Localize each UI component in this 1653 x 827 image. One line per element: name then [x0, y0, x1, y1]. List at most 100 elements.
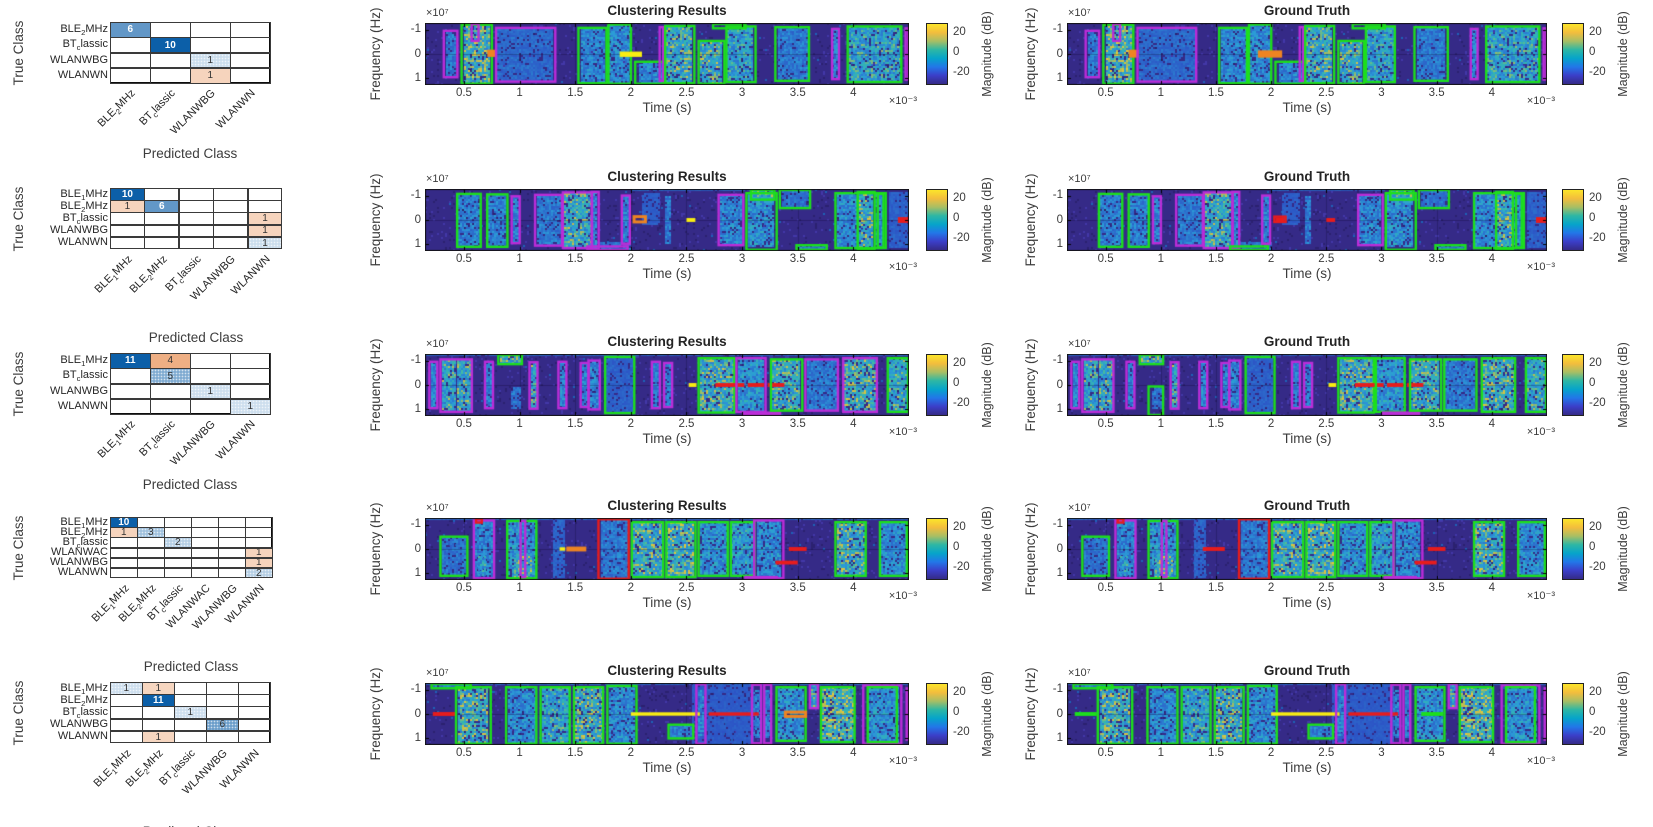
confusion-cell: 1	[230, 398, 271, 415]
confusion-cell: 1	[247, 236, 283, 250]
colorbar-tick-label: 20	[953, 357, 966, 369]
y-tick-label: 1	[414, 237, 421, 250]
x-tick-label: 3.5	[789, 418, 806, 430]
x-tick-label: 2.5	[678, 582, 695, 594]
colorbar-label: Magnitude (dB)	[980, 671, 994, 757]
confusion-cell	[230, 52, 271, 69]
class-row-label: BLE2MHz	[60, 199, 108, 214]
y-axis-exponent: ×10⁷	[1068, 7, 1091, 19]
colorbar-tick-label: 20	[953, 192, 966, 204]
class-row-label: WLANWAC	[50, 546, 108, 559]
x-tick-label: 2.5	[678, 747, 695, 759]
confusion-cell: 6	[144, 200, 180, 213]
x-axis-exponent: ×10⁻³	[1526, 261, 1555, 273]
y-tick-label: 0	[414, 378, 421, 391]
x-tick-label: 2	[1267, 747, 1275, 759]
x-tick-label: 3.5	[789, 747, 806, 759]
x-tick-label: 1	[516, 253, 523, 265]
colorbar-tick-label: 0	[953, 212, 960, 224]
predicted-class-label: Predicted Class	[143, 659, 239, 674]
x-axis-exponent: ×10⁻³	[888, 261, 917, 273]
colorbar-tick-label: 20	[1589, 686, 1602, 698]
x-tick-label: 4	[1488, 582, 1496, 594]
colorbar-tick-label: 20	[1589, 521, 1602, 533]
colorbar-tick-label: 20	[1589, 26, 1602, 38]
confusion-cell	[150, 383, 191, 400]
clustering-title: Clustering Results	[607, 3, 727, 18]
x-axis-exponent: ×10⁻³	[1526, 590, 1555, 602]
ground_truth-title: Ground Truth	[1263, 169, 1351, 184]
time-axis-label: Time (s)	[642, 431, 692, 446]
confusion-cell	[190, 353, 231, 369]
x-axis-exponent: ×10⁻³	[888, 426, 917, 438]
confusion-cell	[164, 567, 192, 579]
x-tick-label: 2.5	[1318, 87, 1335, 99]
colorbar-tick-label: -20	[1589, 726, 1606, 738]
colorbar-tick-label: -20	[953, 232, 970, 244]
colorbar-tick-label: 0	[953, 706, 960, 718]
y-tick-label: 1	[414, 731, 421, 744]
confusion-cell	[137, 557, 165, 569]
x-tick-label: 1.5	[567, 582, 584, 594]
confusion-cell	[144, 212, 180, 226]
confusion-cell	[238, 706, 271, 720]
x-tick-label: 4	[1488, 418, 1496, 430]
x-tick-label: 1	[1157, 582, 1164, 594]
class-row-label: WLANWN	[57, 68, 108, 81]
x-tick-label: 2	[1267, 418, 1275, 430]
confusion-cell	[110, 706, 143, 720]
confusion-cell	[110, 730, 143, 744]
colorbar-label: Magnitude (dB)	[1616, 506, 1630, 592]
class-row-label: BLE2MHz	[60, 23, 108, 38]
y-tick-label: 1	[414, 402, 421, 415]
x-tick-label: 1.5	[567, 418, 584, 430]
y-tick-label: 1	[1056, 731, 1063, 744]
confusion-cell	[150, 22, 191, 38]
confusion-cell: 1	[110, 200, 145, 213]
confusion-cell	[230, 22, 271, 38]
confusion-cell	[110, 67, 151, 84]
x-tick-label: 0.5	[455, 582, 472, 594]
x-tick-label: 1	[1157, 253, 1164, 265]
confusion-cell	[230, 353, 271, 369]
y-axis-exponent: ×10⁷	[1068, 667, 1091, 679]
confusion-cell	[110, 383, 151, 400]
frequency-axis-label: Frequency (Hz)	[368, 502, 383, 596]
class-row-label: BLE1MHz	[60, 681, 108, 696]
x-tick-label: 1.5	[1207, 87, 1224, 99]
clustering-spectrogram	[425, 354, 909, 416]
frequency-axis-label: Frequency (Hz)	[368, 338, 383, 432]
x-axis-exponent: ×10⁻³	[888, 755, 917, 767]
x-tick-label: 1	[516, 418, 523, 430]
class-row-label: BTclassic	[62, 38, 108, 53]
confusion-cell	[110, 557, 138, 569]
confusion-cell	[110, 224, 145, 238]
class-row-label: BLE1MHz	[60, 187, 108, 202]
class-row-label: BLE2MHz	[60, 525, 108, 540]
class-row-label: WLANWBG	[49, 224, 108, 237]
y-axis-exponent: ×10⁷	[426, 502, 449, 514]
x-tick-label: 3	[738, 253, 746, 265]
y-tick-label: -1	[410, 354, 421, 367]
y-tick-label: 0	[1056, 213, 1063, 226]
confusion-cell: 11	[142, 694, 175, 707]
x-tick-label: 4	[1488, 253, 1496, 265]
confusion-cell	[191, 537, 219, 548]
class-row-label: WLANWBG	[49, 718, 108, 731]
confusion-cell: 6	[206, 718, 239, 732]
colorbar	[926, 189, 948, 251]
y-tick-label: -1	[1052, 189, 1063, 202]
x-axis-exponent: ×10⁻³	[1526, 426, 1555, 438]
confusion-cell	[137, 547, 165, 559]
confusion-cell	[110, 694, 143, 707]
colorbar-label: Magnitude (dB)	[1616, 177, 1630, 263]
x-tick-label: 4	[850, 747, 857, 759]
confusion-cell	[238, 730, 271, 744]
colorbar-tick-label: -20	[953, 397, 970, 409]
confusion-cell	[110, 37, 151, 53]
confusion-cell	[191, 547, 219, 559]
confusion-cell	[178, 188, 214, 201]
confusion-cell	[164, 517, 192, 528]
y-axis-exponent: ×10⁷	[426, 338, 449, 350]
y-axis-exponent: ×10⁷	[1068, 173, 1091, 185]
